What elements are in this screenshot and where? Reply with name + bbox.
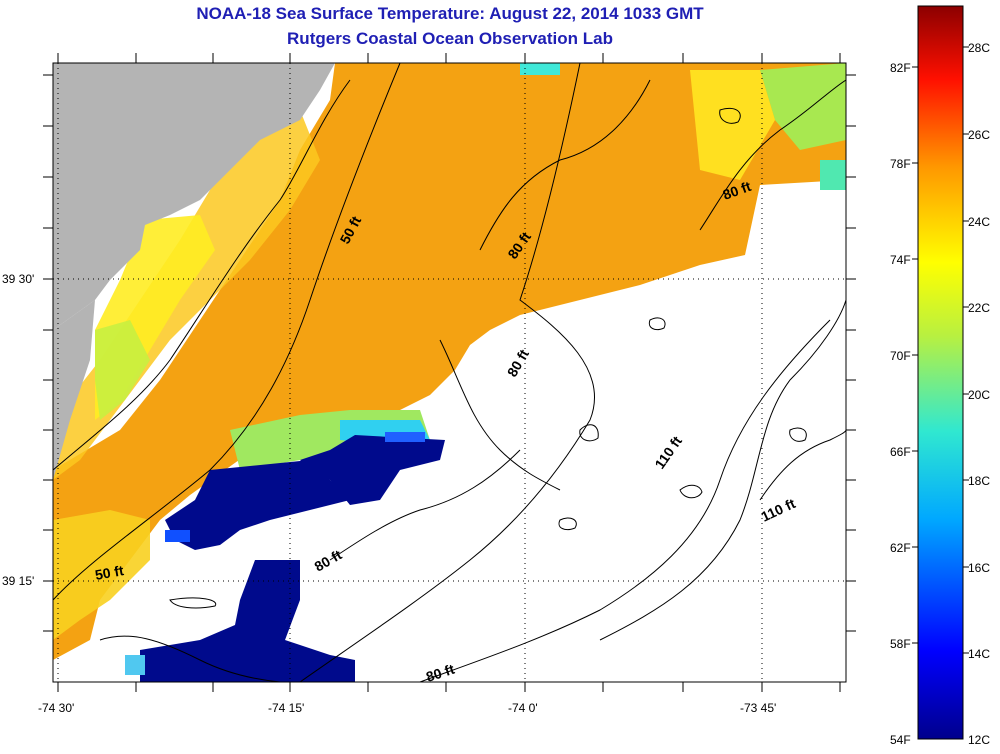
colorbar-c-label: 28C <box>968 41 990 55</box>
lon-label: -74 15' <box>268 701 304 715</box>
lon-label: -74 0' <box>508 701 538 715</box>
colorbar-f-label: 62F <box>890 541 911 555</box>
colorbar-f-label: 70F <box>890 349 911 363</box>
map-title: NOAA-18 Sea Surface Temperature: August … <box>196 4 704 23</box>
bathymetry-contours <box>53 63 846 682</box>
lat-label: 39 30' <box>2 272 34 286</box>
colorbar-c-label: 18C <box>968 474 990 488</box>
colorbar-c-label: 24C <box>968 215 990 229</box>
colorbar-f-label: 54F <box>890 733 911 747</box>
contour-label: 50 ft <box>94 562 125 583</box>
colorbar-c-label: 26C <box>968 128 990 142</box>
lon-label: -74 30' <box>38 701 74 715</box>
cold-water-region <box>140 435 445 682</box>
land-area <box>53 63 335 330</box>
colorbar-f-label: 78F <box>890 157 911 171</box>
colorbar-f-label: 82F <box>890 61 911 75</box>
colorbar-c-label: 22C <box>968 301 990 315</box>
map-field: 50 ft 50 ft 80 ft 80 ft 80 ft 80 ft 80 f… <box>53 63 846 685</box>
map-subtitle: Rutgers Coastal Ocean Observation Lab <box>287 29 613 48</box>
colorbar-c-label: 16C <box>968 561 990 575</box>
axis-ticks <box>43 53 856 692</box>
grid-lines <box>53 63 846 682</box>
lon-label: -73 45' <box>740 701 776 715</box>
colorbar-c-label: 12C <box>968 733 990 747</box>
colorbar: 82F 78F 74F 70F 66F 62F 58F 54F 28C 26C … <box>890 5 990 747</box>
colorbar-c-label: 14C <box>968 647 990 661</box>
lat-label: 39 15' <box>2 574 34 588</box>
colorbar-f-label: 74F <box>890 253 911 267</box>
colorbar-c-label: 20C <box>968 388 990 402</box>
colorbar-f-label: 66F <box>890 445 911 459</box>
colorbar-f-label: 58F <box>890 637 911 651</box>
contour-label: 80 ft <box>424 661 457 685</box>
